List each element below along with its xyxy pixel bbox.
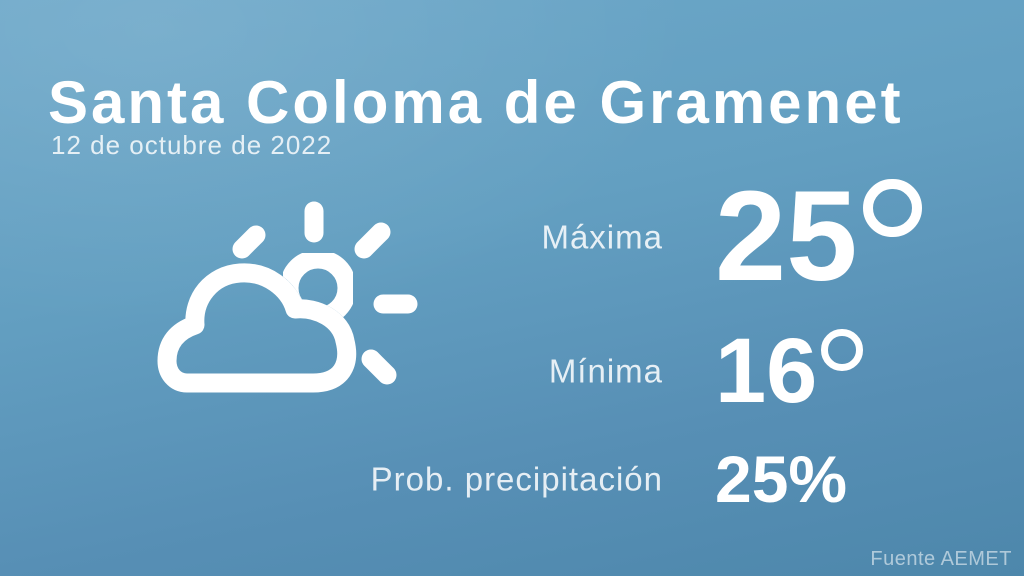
sun-behind-cloud-icon	[145, 195, 425, 425]
degree-symbol	[821, 329, 864, 371]
percent-symbol: %	[788, 442, 848, 516]
source-attribution: Fuente AEMET	[870, 548, 1012, 570]
minima-value: 16	[715, 325, 864, 417]
maxima-number: 25	[715, 165, 858, 308]
precipitation-value: 25%	[715, 446, 847, 512]
maxima-value: 25	[715, 173, 922, 301]
date-subtitle: 12 de octubre de 2022	[51, 130, 333, 160]
precipitation-label: Prob. precipitación	[370, 460, 663, 498]
page-title: Santa Coloma de Gramenet	[48, 69, 904, 136]
degree-symbol	[863, 178, 922, 238]
minima-label: Mínima	[548, 352, 663, 390]
minima-number: 16	[715, 320, 818, 422]
precipitation-number: 25	[715, 442, 789, 516]
maxima-label: Máxima	[541, 218, 663, 256]
